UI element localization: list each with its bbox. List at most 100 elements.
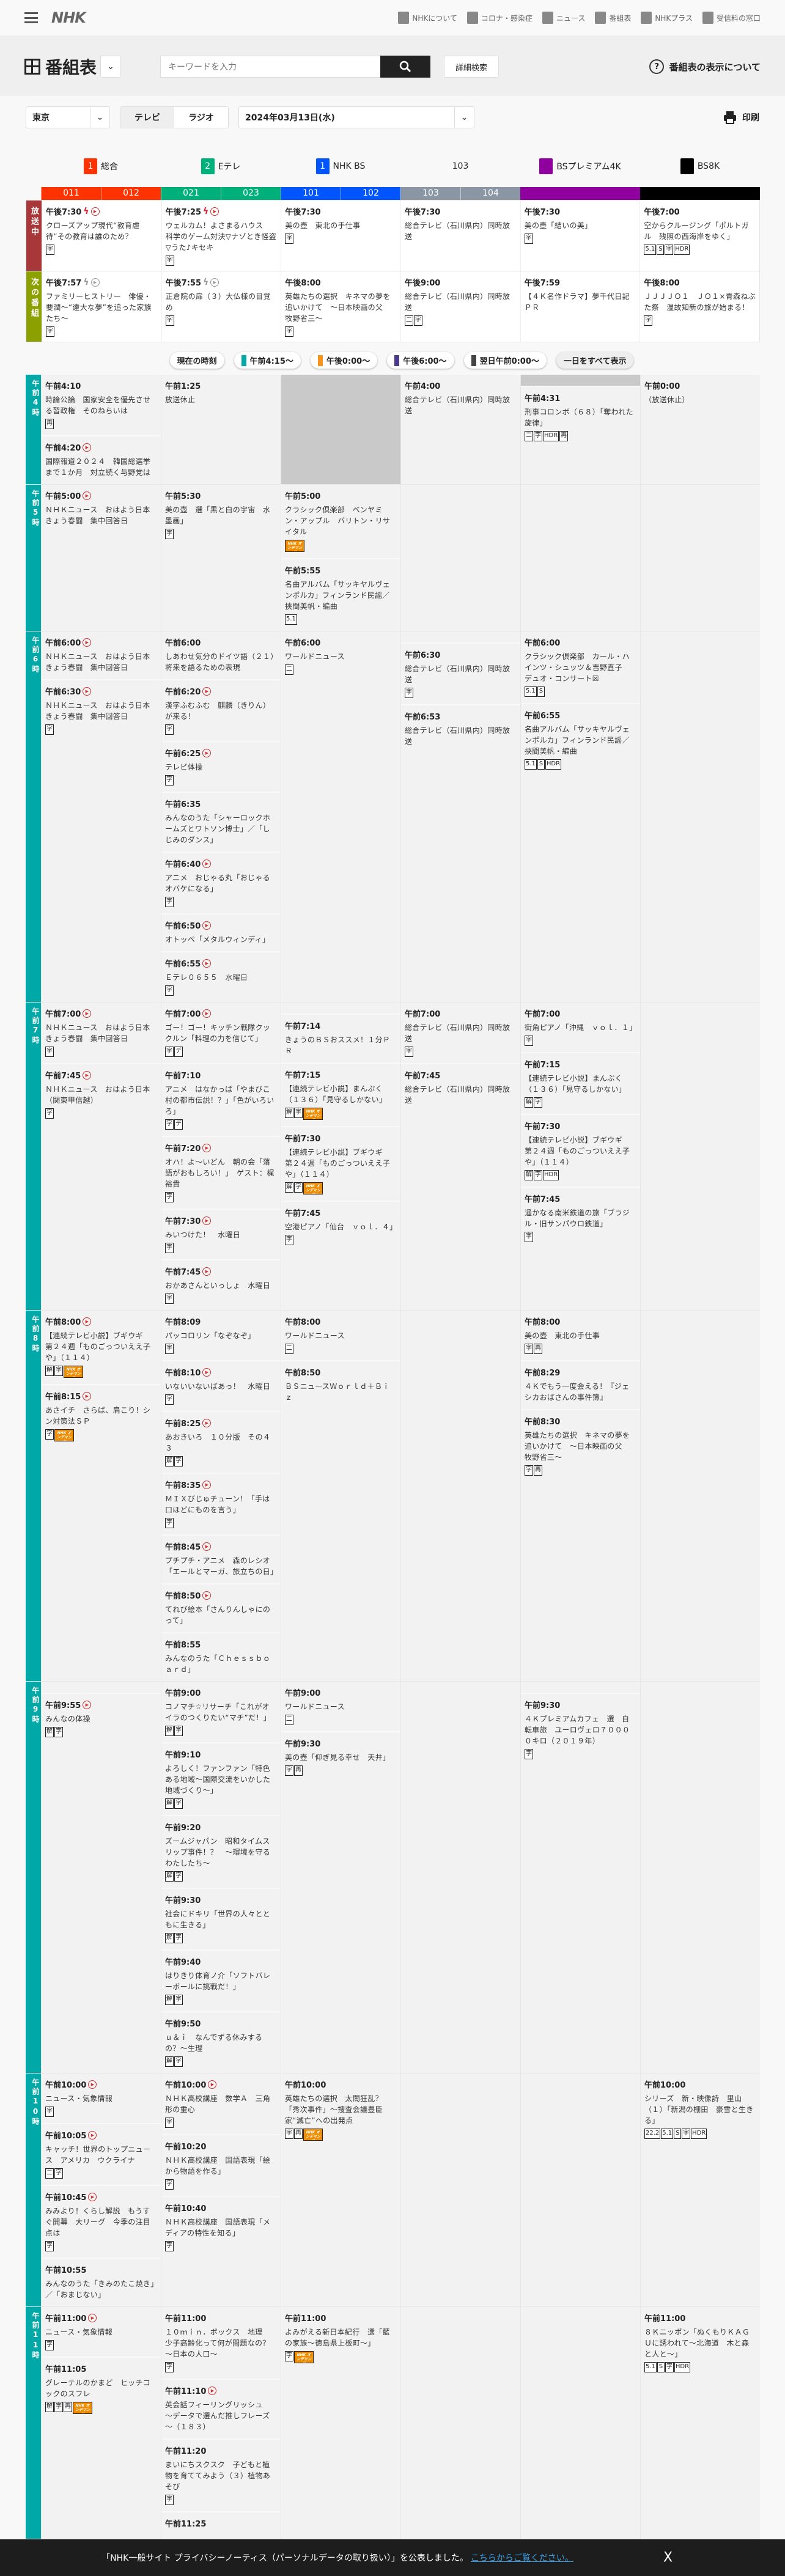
program-title[interactable]: 名曲アルバム「サッキヤルヴェンポルカ」フィンランド民謡／挾間美帆・編曲 [525, 725, 630, 756]
program-title[interactable]: シリーズ 新・映像詩 里山（１）「新潟の棚田 豪雪と生きる」 [644, 2094, 754, 2125]
program-title[interactable]: 【４Ｋ名作ドラマ】夢千代日記ＰＲ [524, 292, 630, 312]
program-title[interactable]: みんなのうた「シャーロックホームズとワトソン博士」／「しじみのダンス」 [165, 814, 271, 844]
program-title[interactable]: ＪＪＪＪＯ１ ＪＯ１×青森ねぶた祭 温故知新の旅が始まる！ [644, 292, 756, 312]
region-select[interactable]: 東京 ⌄ [26, 106, 110, 128]
replay-play-icon[interactable]: ▶ [83, 638, 92, 647]
program-cell[interactable]: 午前8:25 ▶ あおきいろ １０分版 その４３ 解字 [161, 1412, 281, 1474]
program-title[interactable]: ニュース・気象情報 [45, 2328, 113, 2336]
program-cell[interactable]: 午前9:50 ｕ＆ｉ なんでずる休みするの？～生理解字 [161, 2012, 281, 2073]
program-title[interactable]: （放送休止） [644, 396, 690, 404]
program-title[interactable]: ＮＨＫニュース おはよう日本 きょう春闘 集中回答日 [45, 506, 158, 525]
program-title[interactable]: てれび絵本「さんりんしゃにのって」 [165, 1605, 271, 1625]
program-cell[interactable]: 午前6:00 ▶ ＮＨＫニュース おはよう日本 きょう春闘 集中回答日 [42, 631, 161, 680]
program-title[interactable]: 総合テレビ（石川県内）同時放送 [405, 726, 510, 746]
program-title[interactable]: ズームジャパン 昭和タイムスリップ事件！？ ～環境を守るわたしたち～ [165, 1837, 271, 1868]
replay-play-icon[interactable]: ▶ [83, 1009, 92, 1018]
program-title[interactable]: ワールドニュース [285, 1331, 345, 1340]
program-title[interactable]: 放送休止 [165, 396, 196, 404]
close-icon[interactable]: X [663, 2550, 673, 2566]
time-jump-button[interactable]: 午後6:00〜 [387, 352, 454, 369]
program-cell[interactable]: 午前6:50 ▶ オトッペ「メタルウィンディ」 [161, 914, 281, 952]
program-cell[interactable]: 午後7:30 ϟ ▶ クローズアップ現代“教育虐待”その教育は誰のため？ 字 [42, 201, 161, 271]
program-cell[interactable]: 午前7:00 ▶ ゴー！ゴー！キッチン戦隊クックルン「料理の力を信じて」字デ [161, 1003, 281, 1064]
program-title[interactable]: 英会話フィーリングリッシュ ～データで選んだ推しフレーズ～（１８３） [165, 2401, 270, 2431]
program-title[interactable]: しあわせ気分のドイツ語（２１）将来を語るための表現 [165, 652, 275, 672]
program-cell[interactable]: 午後9:00 総合テレビ（石川県内）同時放送二字 [400, 271, 520, 342]
replay-play-icon[interactable]: ▶ [88, 2313, 97, 2322]
program-title[interactable]: 空からクルージング「ポルトガル 残照の西海岸をゆく」 [644, 221, 749, 241]
channel-legend-item[interactable]: BSプレミアム4K [520, 158, 640, 174]
program-title[interactable]: ４Ｋプレミアムカフェ 選 自転車旅 ユーロヴェロ７００００キロ（２０１９年） [525, 1715, 630, 1745]
search-button[interactable] [380, 56, 431, 78]
nav-link[interactable]: ニュース [542, 12, 585, 24]
replay-play-icon[interactable]: ▶ [202, 959, 212, 968]
nav-link[interactable]: NHKプラス [641, 12, 693, 24]
program-title[interactable]: いないいないばあっ！ 水曜日 [165, 1382, 271, 1391]
channel-legend-item[interactable]: 103 [400, 161, 520, 171]
program-title[interactable]: みいつけた！ 水曜日 [165, 1231, 241, 1239]
program-cell[interactable]: 午前0:00 （放送休止） [641, 375, 760, 484]
program-title[interactable]: ニュース・気象情報 [45, 2094, 113, 2103]
subchannel-label[interactable]: 023 [221, 187, 281, 200]
program-cell[interactable]: 午前8:10 ▶ いないいないばあっ！ 水曜日字 [161, 1361, 281, 1412]
program-title[interactable]: よろしく！ファンファン「特色ある地域～国際交流をいかした地域づくり～」 [165, 1764, 271, 1795]
program-cell[interactable]: 午前11:00 ８Ｋニッポン「ぬくもりＫＡＧＵに誘われて～北海道 木と森と人と～」… [641, 2307, 760, 2539]
program-cell[interactable]: 午前9:00 コノマチ☆リサーチ「これがオイラのつくりたい“マチ”だ！」解字 [161, 1682, 281, 1743]
subchannel-label[interactable]: 104 [460, 187, 520, 200]
replay-play-icon[interactable]: ▶ [202, 1143, 212, 1152]
program-title[interactable]: 美の壺 東北の手仕事 [525, 1331, 600, 1340]
program-cell[interactable]: 午前7:30 【連続テレビ小説】ブギウギ 第２４週「ものごっついええ子や」（１１４… [521, 1115, 640, 1188]
nhk-ondemand-logo[interactable]: NHK オンデマンド [303, 2129, 323, 2141]
program-title[interactable]: ＮＨＫ高校講座 国語表現「メディアの特性を知る」 [165, 2218, 271, 2237]
help-link[interactable]: ? 番組表の表示について [649, 59, 761, 74]
program-cell[interactable]: 午前7:45 ▶ ＮＨＫニュース おはよう日本（関東甲信越） 字 [42, 1064, 161, 1310]
program-cell[interactable]: 午前9:00 ワールドニュース二 [281, 1682, 400, 1732]
program-title[interactable]: ＮＨＫ高校講座 数学Ａ 三角形の重心 [165, 2094, 271, 2114]
program-title[interactable]: ＢＳニュースＷｏｒｌｄ＋Ｂｉｚ [285, 1382, 390, 1402]
program-title[interactable]: アニメ はなかっぱ「やまびこ村の都市伝説！？」「色がいろいろ」 [165, 1085, 275, 1116]
program-cell[interactable]: 午前7:14 きょうのＢＳおススメ！１分ＰＲ [281, 1015, 400, 1064]
program-cell[interactable]: 午前9:30 ４Ｋプレミアムカフェ 選 自転車旅 ユーロヴェロ７００００キロ（２０… [521, 1694, 640, 2073]
program-cell[interactable]: 午前9:40 はりきり体育ノ介「ソフトバレーボールに挑戦だ！」解字 [161, 1951, 281, 2012]
channel-legend-item[interactable]: 1 NHK BS [281, 158, 400, 174]
program-title[interactable]: 総合テレビ（石川県内）同時放送 [405, 221, 510, 241]
nav-link[interactable]: NHKについて [398, 12, 457, 24]
replay-play-icon[interactable]: ▶ [90, 207, 100, 216]
program-cell[interactable]: 午前11:10 ▶ 英会話フィーリングリッシュ ～データで選んだ推しフレーズ～（１８… [161, 2380, 281, 2440]
program-title[interactable]: あおきいろ １０分版 その４３ [165, 1433, 271, 1452]
replay-play-icon[interactable]: ▶ [202, 1009, 212, 1018]
channel-legend-item[interactable]: 2 Eテレ [161, 158, 281, 174]
program-title[interactable]: ワールドニュース [285, 652, 345, 661]
program-cell[interactable]: 午前7:00 総合テレビ（石川県内）同時放送字 [401, 1003, 520, 1064]
program-title[interactable]: ファミリーヒストリー 俳優・要潤～“遠大な夢”を追った家族たち～ [46, 292, 152, 323]
program-cell[interactable]: 午前6:55 ▶ Ｅテレ０６５５ 水曜日字 [161, 952, 281, 1002]
tab-tv[interactable]: テレビ [120, 107, 174, 128]
date-select[interactable]: 2024年03月13日(水) ⌄ [238, 106, 474, 128]
program-cell[interactable]: 午前7:10 アニメ はなかっぱ「やまびこ村の都市伝説！？」「色がいろいろ」字デ [161, 1064, 281, 1137]
replay-play-icon[interactable]: ▶ [202, 1591, 212, 1600]
program-cell[interactable]: 午前11:00 １０ｍｉｎ．ボックス 地理 少子高齢化って何が問題なの？～日本の人… [161, 2307, 281, 2380]
tab-radio[interactable]: ラジオ [174, 107, 228, 128]
program-cell[interactable]: 午後8:00 ＪＪＪＪＯ１ ＪＯ１×青森ねぶた祭 温故知新の旅が始まる！ 字 [639, 271, 759, 342]
program-title[interactable]: 漢字ふむふむ 麒麟（きりん）が来る！ [165, 701, 271, 721]
nhk-ondemand-logo[interactable]: NHK オンデマンド [73, 2402, 92, 2414]
channel-legend-item[interactable]: BS8K [640, 158, 760, 174]
time-jump-button[interactable]: 一日をすべて表示 [556, 352, 634, 369]
program-title[interactable]: 時論公論 国家安全を優先させる習政権 そのねらいは [45, 396, 151, 415]
program-title[interactable]: 英雄たちの選択 キネマの夢を追いかけて ～日本映画の父 牧野省三～ [285, 292, 391, 323]
program-cell[interactable]: 午前4:20 ▶ 国際報道２０２４ 韓国総選挙まで１か月 対立続く与野党は [42, 436, 161, 484]
nhk-logo[interactable]: NHK [51, 9, 86, 26]
program-title[interactable]: ＭＩＸびじゅチューン！「手は口ほどにものを言う」 [165, 1495, 270, 1514]
program-title[interactable]: コノマチ☆リサーチ「これがオイラのつくりたい“マチ”だ！」 [165, 1702, 271, 1722]
replay-play-icon[interactable]: ▶ [210, 207, 219, 216]
replay-play-icon[interactable]: ▶ [202, 921, 212, 930]
replay-play-icon[interactable]: ▶ [202, 1267, 212, 1276]
replay-play-icon[interactable]: ▶ [202, 1542, 212, 1551]
program-title[interactable]: みんなの体操 [45, 1715, 90, 1723]
detail-search-button[interactable]: 詳細検索 [444, 56, 499, 78]
replay-play-icon[interactable]: ▶ [202, 686, 212, 696]
program-title[interactable]: 【連続テレビ小説】ブギウギ 第２４週「ものごっついええ子や」（１１４） [525, 1136, 630, 1166]
program-cell[interactable]: 午前7:00 街角ピアノ「沖縄 ｖｏｌ．１」字 [521, 1003, 640, 1053]
program-title[interactable]: クラシック倶楽部 ベンヤミン・アップル バリトン・リサイタル [285, 506, 391, 536]
subchannel-label[interactable]: 021 [161, 187, 221, 200]
